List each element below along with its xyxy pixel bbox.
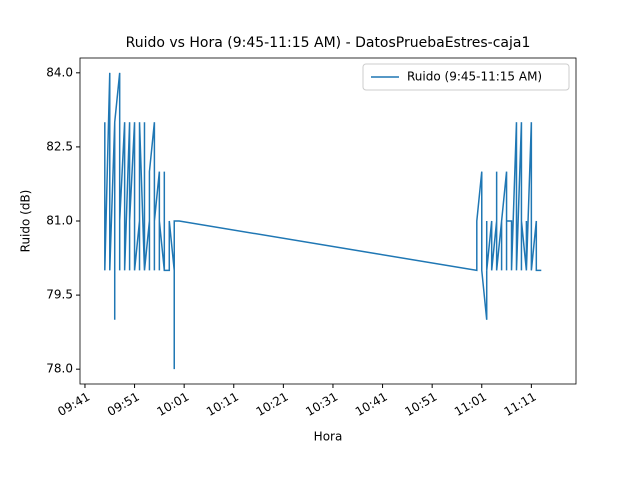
x-tick-label: 10:11 <box>204 390 241 419</box>
line-series <box>104 72 542 370</box>
x-tick-label: 10:01 <box>154 390 191 419</box>
y-axis-label: Ruido (dB) <box>19 190 33 253</box>
x-tick-label: 10:41 <box>353 390 390 419</box>
y-tick-label: 82.5 <box>46 139 73 153</box>
legend: Ruido (9:45-11:15 AM) <box>362 63 570 91</box>
x-tick-label: 11:11 <box>502 390 539 419</box>
plot-frame <box>79 57 577 385</box>
x-tick-label: 09:51 <box>105 390 142 419</box>
y-tick-label: 79.5 <box>46 288 73 302</box>
x-tick-label: 10:31 <box>303 390 340 419</box>
chart-title: Ruido vs Hora (9:45-11:15 AM) - DatosPru… <box>126 35 531 51</box>
x-tick-label: 10:51 <box>402 390 439 419</box>
x-tick-label: 11:01 <box>452 390 489 419</box>
x-tick-label: 10:21 <box>254 390 291 419</box>
y-tick-label: 81.0 <box>46 214 73 228</box>
y-tick-label: 84.0 <box>46 65 73 79</box>
legend-box <box>362 63 570 91</box>
x-tick-label: 09:41 <box>55 390 92 419</box>
legend-label: Ruido (9:45-11:15 AM) <box>407 70 542 84</box>
y-tick-label: 78.0 <box>46 362 73 376</box>
x-axis-label: Hora <box>314 430 343 444</box>
